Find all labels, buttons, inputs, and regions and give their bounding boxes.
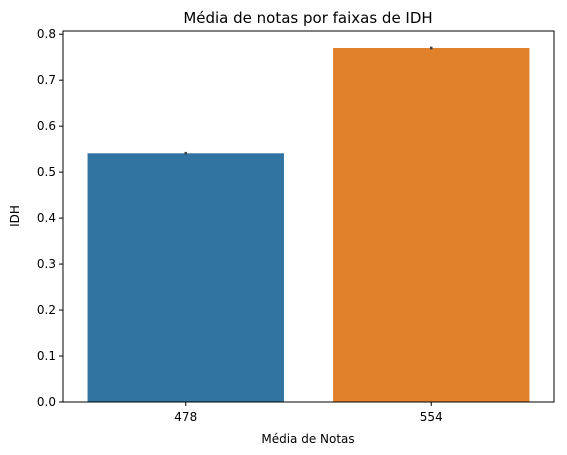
plot-frame (62, 30, 555, 403)
y-tick-label: 0.4 (37, 211, 56, 225)
y-tick-label: 0.3 (37, 257, 56, 271)
chart-title: Média de notas por faixas de IDH (183, 9, 432, 27)
y-tick-label: 0.8 (37, 27, 56, 41)
x-axis-label: Média de Notas (261, 432, 354, 446)
x-tick-label: 478 (174, 410, 197, 424)
x-tick-label: 554 (420, 410, 443, 424)
y-tick-label: 0.1 (37, 349, 56, 363)
bar-554 (333, 48, 530, 402)
y-tick-label: 0.0 (37, 395, 56, 409)
y-axis-label: IDH (8, 205, 22, 227)
bar-478 (87, 153, 284, 402)
y-tick-label: 0.6 (37, 119, 56, 133)
y-tick-label: 0.5 (37, 165, 56, 179)
y-tick-label: 0.2 (37, 303, 56, 317)
y-tick-label: 0.7 (37, 73, 56, 87)
